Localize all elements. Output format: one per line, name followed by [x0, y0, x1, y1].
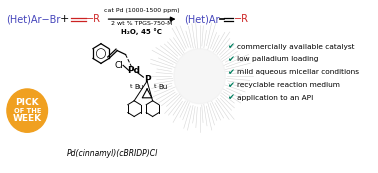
Text: Pd: Pd: [127, 66, 140, 75]
Text: t: t: [154, 84, 156, 89]
Text: t: t: [130, 84, 132, 89]
Text: H₂O, 45 °C: H₂O, 45 °C: [121, 28, 162, 35]
Text: +: +: [59, 14, 69, 24]
Text: mild aqueous micellar conditions: mild aqueous micellar conditions: [237, 69, 358, 75]
Text: ✔: ✔: [227, 55, 234, 64]
Text: Bu: Bu: [134, 84, 143, 90]
Text: PICK: PICK: [15, 98, 39, 107]
Text: commercially available catalyst: commercially available catalyst: [237, 44, 354, 50]
Text: Cl: Cl: [114, 61, 123, 70]
Text: −R: −R: [86, 14, 101, 24]
Circle shape: [7, 89, 48, 132]
Text: OF THE: OF THE: [14, 108, 41, 114]
Text: −R: −R: [234, 14, 249, 24]
Text: application to an API: application to an API: [237, 95, 313, 101]
Text: (Het)Ar: (Het)Ar: [184, 14, 220, 24]
Circle shape: [174, 49, 225, 104]
Text: ✔: ✔: [227, 68, 234, 77]
Text: ✔: ✔: [227, 42, 234, 51]
Text: (Het)Ar−Br: (Het)Ar−Br: [6, 14, 60, 24]
Text: cat Pd (1000-1500 ppm): cat Pd (1000-1500 ppm): [104, 8, 179, 13]
Text: low palladium loading: low palladium loading: [237, 56, 318, 62]
Text: ✔: ✔: [227, 80, 234, 89]
Text: Bu: Bu: [158, 84, 167, 90]
Text: P: P: [144, 75, 150, 84]
Text: ✔: ✔: [227, 93, 234, 102]
Text: 2 wt % TPGS-750-M: 2 wt % TPGS-750-M: [111, 21, 172, 26]
Text: recyclable reaction medium: recyclable reaction medium: [237, 82, 339, 88]
Text: WEEK: WEEK: [12, 114, 42, 123]
Text: Pd(cinnamyl)(cBRIDP)Cl: Pd(cinnamyl)(cBRIDP)Cl: [67, 149, 158, 158]
